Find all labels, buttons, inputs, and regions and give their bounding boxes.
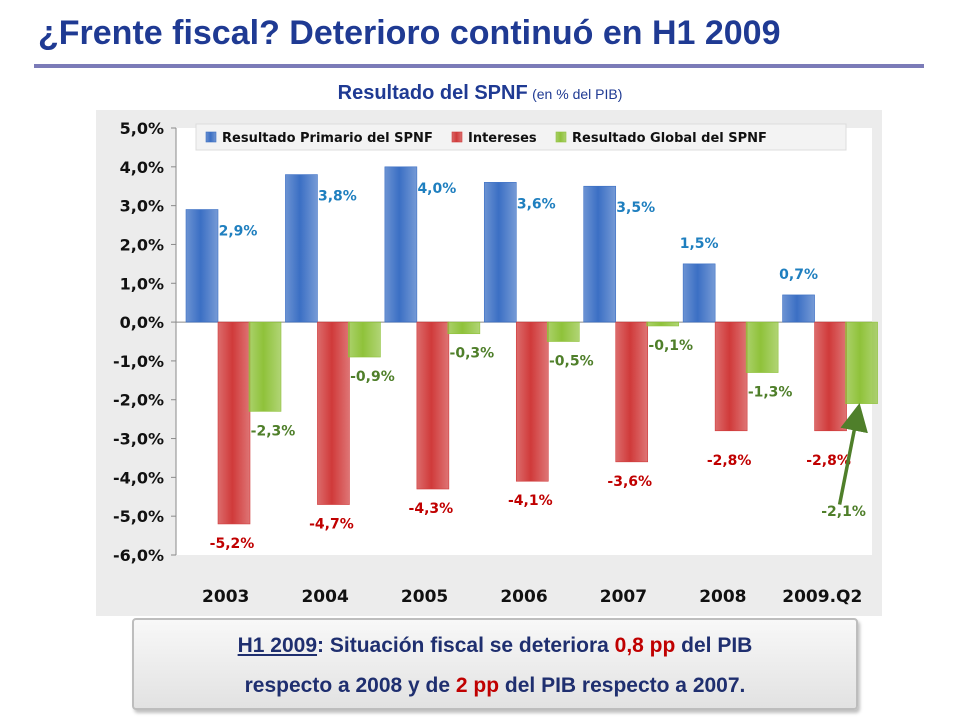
y-tick-label: -3,0% (113, 430, 164, 449)
bar-intereses (615, 321, 649, 463)
data-label-global: -0,9% (350, 369, 395, 385)
data-label-global: -0,5% (549, 354, 594, 370)
callout-period: H1 2009 (237, 634, 318, 657)
data-label-primario: 3,6% (517, 196, 556, 212)
bar-primario (384, 166, 418, 323)
y-tick-label: -5,0% (113, 507, 164, 526)
data-label-intereses: -2,8% (806, 453, 851, 469)
bar-intereses (515, 321, 549, 482)
bar-global (646, 321, 680, 327)
callout-line-1: H1 2009: Situación fiscal se deteriora 0… (134, 626, 856, 666)
y-tick-label: -2,0% (113, 391, 164, 410)
chart-subtitle-unit: (en % del PIB) (532, 86, 623, 102)
x-tick-label: 2007 (600, 587, 647, 607)
data-label-intereses: -2,8% (707, 453, 752, 469)
bar-global (546, 321, 580, 342)
y-tick-label: 1,0% (120, 274, 164, 293)
bar-global (447, 321, 481, 335)
callout-line-2: respecto a 2008 y de 2 pp del PIB respec… (134, 666, 856, 706)
data-label-global: -2,3% (251, 423, 296, 439)
y-tick-label: -4,0% (113, 468, 164, 487)
bar-primario (185, 209, 219, 323)
y-tick-label: 2,0% (120, 235, 164, 254)
data-label-primario: 3,8% (318, 189, 357, 205)
legend-box (195, 123, 847, 151)
bar-intereses (814, 321, 847, 432)
x-tick-label: 2009.Q2 (782, 587, 862, 607)
data-label-primario: 2,9% (219, 224, 258, 240)
y-tick-label: 5,0% (120, 119, 164, 138)
bar-primario (583, 185, 617, 323)
data-label-intereses: -3,6% (607, 474, 652, 490)
callout-text-3: respecto a 2008 y de (244, 674, 456, 697)
callout-text-1: : Situación fiscal se deteriora (317, 634, 615, 657)
bar-primario (682, 263, 716, 323)
bar-intereses (714, 321, 748, 432)
legend-label-intereses: Intereses (468, 131, 537, 146)
data-label-primario: 3,5% (616, 200, 655, 216)
chart-area: 5,0% 4,0% 3,0% 2,0% 1,0% 0,0% -1,0% -2,0% -3,0% -… (96, 110, 882, 616)
chart-title: Resultado del SPNF (337, 82, 528, 104)
data-label-global: -2,1% (821, 504, 866, 520)
bar-chart: 5,0% 4,0% 3,0% 2,0% 1,0% 0,0% -1,0% -2,0% -3,0% -… (113, 119, 878, 607)
bar-global (745, 321, 779, 373)
bar-intereses (317, 321, 350, 505)
y-tick-label: 4,0% (120, 158, 164, 177)
callout-value-1: 0,8 pp (614, 634, 676, 657)
callout-text-2: del PIB (675, 634, 753, 657)
y-tick-label: 0,0% (120, 313, 164, 332)
bar-global (348, 321, 381, 358)
y-tick-label: 3,0% (120, 197, 164, 216)
data-label-primario: 4,0% (417, 181, 456, 197)
data-label-intereses: -4,3% (409, 501, 454, 517)
bar-intereses (217, 321, 251, 525)
y-tick-label: -1,0% (113, 352, 164, 371)
chart-title-block: Resultado del SPNF (en % del PIB) (0, 82, 960, 105)
title-divider (34, 64, 924, 68)
legend-swatch-primario (205, 131, 217, 143)
data-label-intereses: -4,1% (508, 493, 553, 509)
bar-primario (285, 174, 318, 323)
data-label-primario: 0,7% (779, 267, 818, 283)
bar-global (248, 321, 282, 412)
callout-text-4: del PIB respecto a 2007. (499, 674, 746, 697)
conclusion-callout: H1 2009: Situación fiscal se deteriora 0… (132, 618, 858, 710)
data-label-global: -0,3% (450, 346, 495, 362)
legend-swatch-global (555, 131, 567, 143)
data-label-primario: 1,5% (680, 236, 719, 252)
legend-label-primario: Resultado Primario del SPNF (222, 131, 433, 146)
x-tick-label: 2005 (401, 587, 448, 607)
x-tick-label: 2008 (699, 587, 746, 607)
y-tick-label: -6,0% (113, 546, 164, 565)
callout-value-2: 2 pp (455, 674, 500, 697)
bar-global (845, 321, 878, 404)
data-label-global: -1,3% (748, 385, 793, 401)
data-label-intereses: -4,7% (309, 517, 354, 533)
legend-swatch-intereses (451, 131, 463, 143)
x-tick-label: 2004 (301, 587, 348, 607)
x-tick-label: 2006 (500, 587, 547, 607)
data-label-global: -0,1% (648, 338, 693, 354)
slide-title: ¿Frente fiscal? Deterioro continuó en H1… (38, 14, 781, 52)
data-label-intereses: -5,2% (210, 536, 255, 552)
bar-primario (782, 294, 815, 323)
legend-label-global: Resultado Global del SPNF (572, 131, 767, 146)
x-tick-label: 2003 (202, 587, 249, 607)
bar-primario (483, 182, 517, 323)
annotation-arrow (837, 403, 868, 505)
bar-intereses (416, 321, 450, 490)
